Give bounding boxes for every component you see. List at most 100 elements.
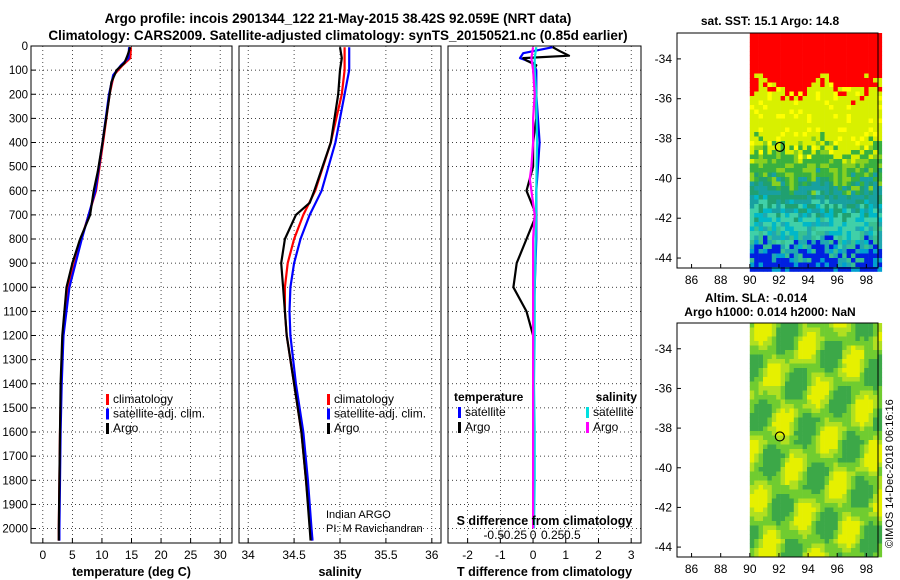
heatmap-cell: [859, 87, 865, 92]
heatmap-cell: [758, 534, 764, 540]
figure-title-line2: Climatology: CARS2009. Satellite-adjuste…: [48, 28, 628, 43]
heatmap-cell: [767, 222, 773, 227]
heatmap-cell: [833, 386, 839, 391]
heatmap-cell: [824, 332, 830, 337]
heatmap-cell: [802, 458, 808, 463]
heatmap-cell: [798, 476, 803, 481]
series-line-argo: [280, 47, 343, 541]
heatmap-cell: [754, 55, 759, 61]
heatmap-cell: [798, 552, 803, 558]
heatmap-cell: [877, 132, 883, 137]
heatmap-cell: [771, 240, 777, 245]
heatmap-cell: [771, 172, 777, 178]
heatmap-cell: [859, 512, 865, 517]
heatmap-cell: [859, 471, 865, 477]
heatmap-cell: [811, 525, 817, 531]
heatmap-cell: [864, 431, 869, 436]
heatmap-cell: [771, 507, 777, 513]
heatmap-cell: [851, 530, 856, 535]
heatmap-cell: [855, 462, 861, 468]
y-tick-label: -44: [655, 251, 673, 265]
heatmap-cell: [749, 507, 755, 513]
heatmap-cell: [793, 552, 799, 558]
heatmap-cell: [877, 327, 883, 333]
heatmap-cell: [837, 181, 843, 187]
heatmap-cell: [842, 458, 847, 463]
heatmap-cell: [789, 476, 795, 481]
heatmap-cell: [833, 222, 839, 227]
heatmap-cell: [780, 552, 786, 558]
heatmap-cell: [771, 449, 777, 454]
heatmap-cell: [771, 476, 777, 481]
heatmap-cell: [873, 186, 878, 191]
heatmap-cell: [776, 444, 781, 450]
heatmap-cell: [767, 426, 773, 432]
heatmap-cell: [829, 408, 834, 414]
heatmap-cell: [824, 480, 830, 486]
heatmap-cell: [793, 33, 799, 38]
heatmap-cell: [846, 417, 852, 423]
heatmap-cell: [877, 449, 883, 454]
heatmap-cell: [754, 363, 759, 369]
heatmap-cell: [802, 530, 808, 535]
heatmap-cell: [802, 172, 808, 178]
heatmap-cell: [859, 390, 865, 396]
heatmap-cell: [767, 372, 773, 378]
heatmap-cell: [815, 132, 821, 137]
heatmap-cell: [846, 96, 852, 101]
heatmap-cell: [767, 60, 773, 65]
heatmap-cell: [855, 534, 861, 540]
heatmap-cell: [776, 399, 781, 405]
heatmap-cell: [829, 258, 834, 263]
heatmap-cell: [855, 498, 861, 504]
heatmap-cell: [802, 444, 808, 450]
heatmap-cell: [877, 525, 883, 531]
heatmap-cell: [763, 480, 768, 486]
heatmap-cell: [763, 69, 768, 74]
heatmap-cell: [868, 145, 874, 151]
heatmap-cell: [767, 195, 773, 200]
heatmap-cell: [868, 395, 874, 400]
heatmap-cell: [749, 262, 755, 268]
heatmap-cell: [868, 552, 874, 558]
heatmap-cell: [873, 253, 878, 259]
heatmap-cell: [851, 213, 856, 218]
salinity-diff-tick-label: -0.25: [500, 528, 528, 542]
heatmap-cell: [859, 177, 865, 182]
heatmap-cell: [837, 543, 843, 549]
heatmap-cell: [776, 359, 781, 364]
heatmap-cell: [793, 154, 799, 160]
heatmap-cell: [776, 458, 781, 463]
heatmap-cell: [776, 413, 781, 418]
heatmap-cell: [837, 163, 843, 169]
heatmap-cell: [789, 96, 795, 101]
heatmap-cell: [780, 386, 786, 391]
heatmap-cell: [785, 480, 790, 486]
heatmap-cell: [820, 462, 825, 468]
legend-label-diff-0: satellite: [465, 405, 506, 419]
heatmap-cell: [749, 82, 755, 88]
heatmap-cell: [846, 390, 852, 396]
heatmap-cell: [820, 359, 825, 364]
heatmap-cell: [837, 141, 843, 146]
heatmap-cell: [758, 226, 764, 232]
heatmap-cell: [842, 534, 847, 540]
heatmap-cell: [798, 64, 803, 70]
heatmap-cell: [767, 422, 773, 427]
heatmap-cell: [824, 199, 830, 205]
heatmap-cell: [785, 377, 790, 382]
heatmap-cell: [798, 199, 803, 205]
heatmap-cell: [780, 136, 786, 142]
heatmap-cell: [833, 267, 839, 272]
heatmap-cell: [851, 253, 856, 259]
heatmap-cell: [824, 372, 830, 378]
heatmap-cell: [829, 363, 834, 369]
heatmap-cell: [785, 413, 790, 418]
heatmap-cell: [785, 249, 790, 254]
heatmap-cell: [780, 485, 786, 490]
heatmap-cell: [851, 231, 856, 236]
heatmap-cell: [855, 489, 861, 495]
heatmap-cell: [820, 190, 825, 196]
heatmap-cell: [877, 73, 883, 79]
heatmap-cell: [763, 543, 768, 549]
